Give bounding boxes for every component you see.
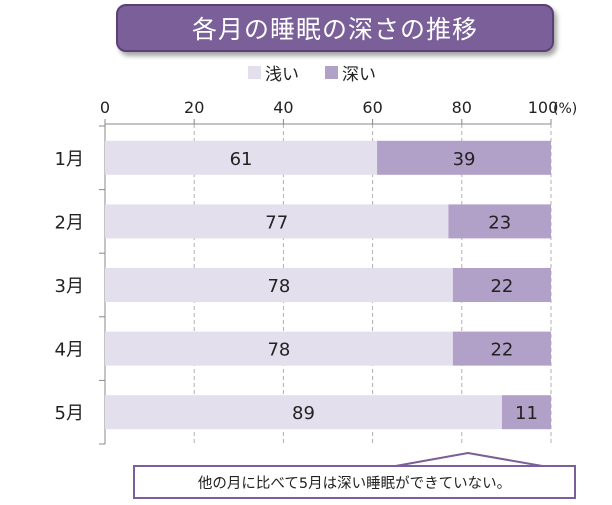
x-axis-unit: (%) — [553, 101, 577, 117]
bar-deep-1 — [377, 140, 551, 175]
data-label-deep-2: 23 — [488, 212, 511, 233]
x-tick-label-80: 80 — [452, 98, 472, 117]
data-label-shallow-5: 89 — [292, 403, 315, 424]
legend-item-shallow: 浅い — [248, 60, 299, 85]
data-label-deep-3: 22 — [490, 276, 513, 297]
legend-swatch-shallow — [248, 66, 261, 79]
x-tick-label-0: 0 — [100, 98, 110, 117]
bar-deep-4 — [452, 331, 551, 366]
x-tick-label-20: 20 — [184, 98, 204, 117]
data-label-shallow-1: 61 — [230, 149, 253, 170]
legend-swatch-deep — [325, 66, 338, 79]
bar-shallow-5 — [105, 395, 502, 430]
x-tick-label-100: 100 — [528, 98, 559, 117]
legend-item-deep: 深い — [325, 60, 376, 85]
data-label-shallow-2: 77 — [265, 212, 288, 233]
category-label-1: 1月 — [55, 149, 84, 170]
legend-label-deep: 深い — [342, 65, 376, 85]
category-label-5: 5月 — [55, 403, 84, 424]
x-tick-label-60: 60 — [362, 98, 382, 117]
bar-shallow-1 — [105, 140, 378, 175]
category-label-2: 2月 — [55, 212, 84, 233]
bar-shallow-4 — [105, 331, 453, 366]
legend: 浅い 深い — [248, 60, 376, 85]
chart-title: 各月の睡眠の深さの推移 — [116, 4, 554, 52]
legend-label-shallow: 浅い — [265, 65, 299, 85]
data-label-shallow-4: 78 — [267, 340, 290, 361]
category-label-4: 4月 — [55, 340, 84, 361]
data-label-deep-4: 22 — [490, 340, 513, 361]
bar-deep-5 — [501, 395, 551, 430]
category-label-3: 3月 — [55, 276, 84, 297]
data-label-deep-1: 39 — [453, 149, 476, 170]
x-tick-label-40: 40 — [273, 98, 293, 117]
bar-deep-2 — [448, 204, 551, 239]
bar-deep-3 — [452, 268, 551, 302]
bar-shallow-2 — [105, 204, 449, 239]
bar-shallow-3 — [105, 268, 453, 302]
data-label-deep-5: 11 — [515, 403, 538, 424]
data-label-shallow-3: 78 — [267, 276, 290, 297]
callout-note: 他の月に比べて5月は深い睡眠ができていない。 — [133, 465, 576, 499]
